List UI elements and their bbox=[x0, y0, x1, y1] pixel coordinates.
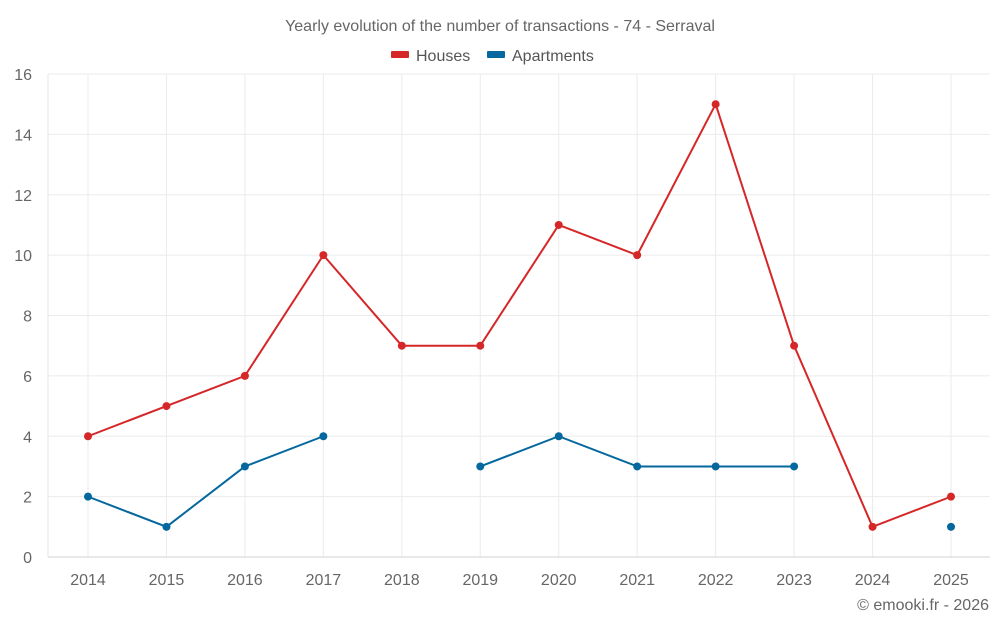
y-tick-label: 4 bbox=[23, 429, 32, 446]
x-tick-label: 2025 bbox=[933, 572, 969, 589]
data-point-houses[interactable] bbox=[240, 371, 249, 380]
grid bbox=[48, 73, 990, 557]
data-point-houses[interactable] bbox=[476, 341, 485, 350]
x-tick-label: 2019 bbox=[462, 572, 498, 589]
data-point-apartments[interactable] bbox=[711, 462, 720, 471]
data-point-houses[interactable] bbox=[397, 341, 406, 350]
y-tick-label: 16 bbox=[14, 67, 32, 84]
x-tick-label: 2022 bbox=[698, 572, 734, 589]
x-tick-label: 2014 bbox=[70, 572, 106, 589]
data-point-houses[interactable] bbox=[162, 402, 171, 411]
y-tick-label: 14 bbox=[14, 127, 32, 144]
series-apartments bbox=[84, 432, 955, 531]
legend-label-apartments: Apartments bbox=[512, 48, 594, 65]
legend-label-houses: Houses bbox=[416, 48, 470, 65]
data-point-apartments[interactable] bbox=[240, 462, 249, 471]
legend-swatch-apartments bbox=[487, 51, 505, 58]
data-point-houses[interactable] bbox=[711, 100, 720, 109]
y-tick-label: 12 bbox=[14, 188, 32, 205]
data-point-apartments[interactable] bbox=[319, 432, 328, 441]
data-point-houses[interactable] bbox=[319, 251, 328, 260]
legend: Houses Apartments bbox=[391, 48, 594, 65]
series-layer bbox=[84, 100, 955, 531]
data-point-apartments[interactable] bbox=[84, 492, 92, 501]
credit-text: © emooki.fr - 2026 bbox=[857, 597, 989, 614]
data-point-houses[interactable] bbox=[947, 492, 955, 501]
x-tick-label: 2020 bbox=[541, 572, 577, 589]
data-point-apartments[interactable] bbox=[554, 432, 563, 441]
y-tick-label: 0 bbox=[23, 550, 32, 567]
x-tick-label: 2021 bbox=[619, 572, 655, 589]
series-line-houses bbox=[87, 103, 952, 528]
x-tick-label: 2024 bbox=[855, 572, 891, 589]
axes: 0 2 4 6 8 10 12 14 16 2014 2015 2016 2017 2018 2019 202… bbox=[14, 67, 990, 589]
data-point-apartments[interactable] bbox=[633, 462, 642, 471]
legend-item-apartments[interactable]: Apartments bbox=[487, 48, 594, 65]
y-tick-label: 6 bbox=[23, 369, 32, 386]
data-point-houses[interactable] bbox=[84, 432, 92, 441]
data-point-apartments[interactable] bbox=[476, 462, 485, 471]
y-tick-label: 8 bbox=[23, 309, 32, 326]
data-point-apartments[interactable] bbox=[162, 522, 171, 531]
data-point-houses[interactable] bbox=[633, 251, 642, 260]
series-houses bbox=[84, 100, 955, 531]
legend-swatch-houses bbox=[391, 51, 409, 58]
y-tick-label: 2 bbox=[23, 490, 32, 507]
x-tick-label: 2018 bbox=[384, 572, 420, 589]
legend-item-houses[interactable]: Houses bbox=[391, 48, 470, 65]
x-tick-label: 2017 bbox=[306, 572, 342, 589]
data-point-apartments[interactable] bbox=[947, 522, 955, 531]
x-tick-label: 2016 bbox=[227, 572, 263, 589]
data-point-houses[interactable] bbox=[868, 522, 877, 531]
series-line-apartments bbox=[87, 435, 324, 528]
data-point-houses[interactable] bbox=[790, 341, 799, 350]
chart-title: Yearly evolution of the number of transa… bbox=[285, 18, 715, 35]
y-tick-label: 10 bbox=[14, 248, 32, 265]
x-tick-label: 2023 bbox=[776, 572, 812, 589]
data-point-apartments[interactable] bbox=[790, 462, 799, 471]
x-tick-label: 2015 bbox=[149, 572, 185, 589]
data-point-houses[interactable] bbox=[554, 220, 563, 229]
